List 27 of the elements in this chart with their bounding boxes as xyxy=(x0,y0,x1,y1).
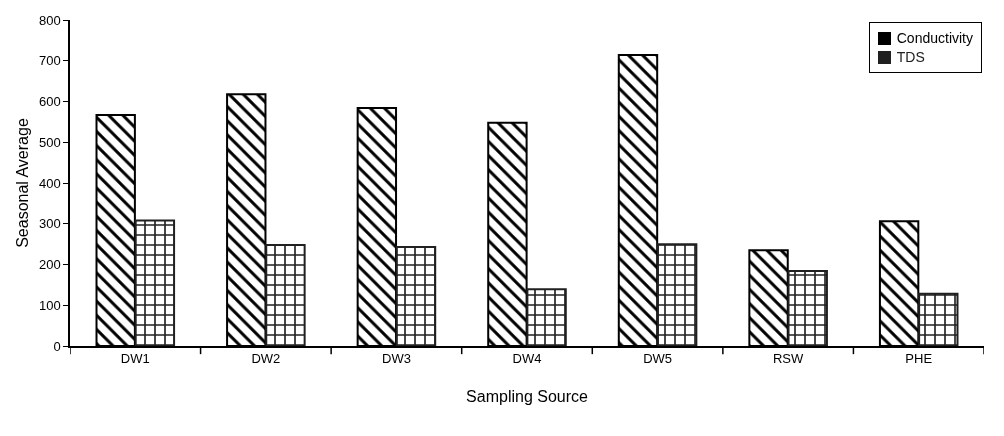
y-axis-title: Seasonal Average xyxy=(13,118,31,248)
y-tick-label: 0 xyxy=(53,338,61,354)
x-tick-label: DW2 xyxy=(251,351,281,367)
text: Conductivity xyxy=(896,30,973,46)
y-tick-label: 800 xyxy=(38,12,61,28)
bar xyxy=(656,243,698,346)
x-tick-label: PHE xyxy=(905,351,933,367)
bar xyxy=(134,219,176,346)
bar xyxy=(918,292,959,346)
x-tick-label: DW4 xyxy=(512,351,542,367)
y-tick-label: 500 xyxy=(38,134,61,150)
x-axis-title: Sampling Source xyxy=(466,387,589,405)
y-tick-label: 400 xyxy=(38,175,61,191)
x-tick-label: DW5 xyxy=(643,351,673,367)
x-tick-label: DW1 xyxy=(120,351,150,367)
text: TDS xyxy=(896,49,925,65)
x-tick-label: RSW xyxy=(772,351,805,367)
bar xyxy=(787,270,828,346)
y-tick-label: 600 xyxy=(38,94,61,110)
y-tick-label: 100 xyxy=(38,297,61,313)
bar xyxy=(265,243,306,346)
y-tick-label: 200 xyxy=(38,257,61,273)
y-tick-label: 700 xyxy=(38,53,61,69)
bar xyxy=(395,245,437,346)
x-tick-label: DW3 xyxy=(381,351,411,367)
bar xyxy=(526,288,567,346)
y-tick-label: 300 xyxy=(38,216,61,232)
